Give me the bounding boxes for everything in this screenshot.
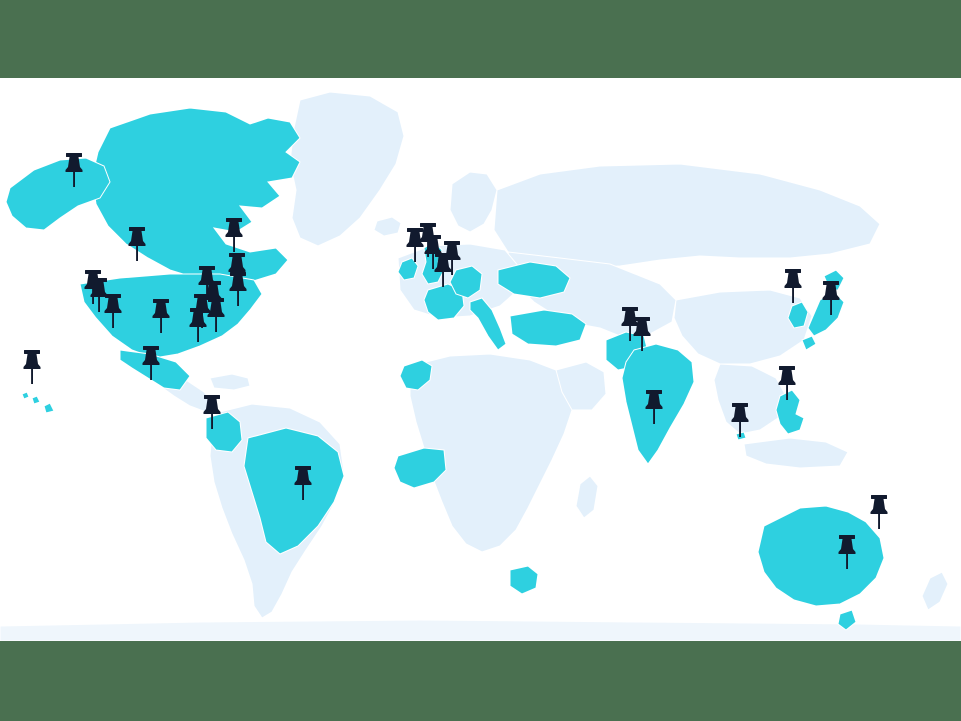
country-mexico	[119, 349, 191, 391]
world-map-viewport[interactable]	[0, 78, 961, 641]
country-ukraine	[497, 261, 571, 299]
pin-manchester[interactable]	[415, 222, 441, 258]
pin-bangalore[interactable]	[641, 389, 667, 425]
pin-western-canada[interactable]	[124, 226, 150, 262]
country-mali	[393, 447, 447, 489]
pin-tokyo[interactable]	[818, 280, 844, 316]
country-indonesia	[743, 437, 849, 469]
pin-melbourne[interactable]	[834, 534, 860, 570]
map-pin-layer[interactable]	[0, 78, 961, 641]
pin-kabul[interactable]	[617, 306, 643, 342]
country-new-zealand	[921, 571, 949, 611]
bottom-letterbox-band	[0, 641, 961, 721]
region-scandinavia	[449, 171, 498, 233]
top-letterbox-band	[0, 0, 961, 78]
country-madagascar	[575, 475, 599, 519]
country-australia	[757, 505, 885, 607]
continent-africa	[409, 353, 573, 553]
pin-seoul[interactable]	[780, 268, 806, 304]
country-germany	[449, 265, 483, 299]
pin-mexicocity[interactable]	[138, 345, 164, 381]
region-antarctic-edge	[0, 619, 961, 641]
pin-central-canada[interactable]	[221, 217, 247, 253]
pin-singapore[interactable]	[727, 402, 753, 438]
pin-brisbane[interactable]	[866, 494, 892, 530]
pin-amsterdam[interactable]	[439, 240, 465, 276]
country-iceland	[373, 216, 402, 237]
country-south-korea	[787, 301, 809, 329]
region-southeast-asia	[713, 363, 787, 435]
pin-hawaii[interactable]	[19, 349, 45, 385]
pin-dublin[interactable]	[402, 227, 428, 263]
country-zimbabwe	[509, 565, 539, 595]
pin-denver[interactable]	[148, 298, 174, 334]
pin-saopaulo[interactable]	[290, 465, 316, 501]
pin-atlanta[interactable]	[185, 307, 211, 343]
country-brazil	[243, 427, 345, 555]
pin-bogota[interactable]	[199, 394, 225, 430]
country-ireland	[397, 257, 419, 281]
region-caribbean	[209, 373, 251, 391]
pin-delhi[interactable]	[629, 316, 655, 352]
country-morocco	[399, 359, 433, 391]
state-hawaii	[21, 391, 55, 414]
pin-sanfrancisco[interactable]	[100, 293, 126, 329]
pin-washington[interactable]	[203, 297, 229, 333]
region-arabia	[555, 361, 607, 411]
country-italy	[469, 297, 507, 351]
region-east-asia	[673, 289, 813, 365]
country-philippines	[775, 389, 805, 435]
state-alaska	[5, 157, 111, 231]
island-tasmania	[837, 609, 857, 631]
pin-newyork[interactable]	[225, 271, 251, 307]
pin-portland[interactable]	[86, 277, 112, 313]
country-colombia	[205, 411, 243, 453]
pin-manila[interactable]	[774, 365, 800, 401]
country-turkey	[509, 309, 587, 347]
pin-alaska[interactable]	[61, 152, 87, 188]
